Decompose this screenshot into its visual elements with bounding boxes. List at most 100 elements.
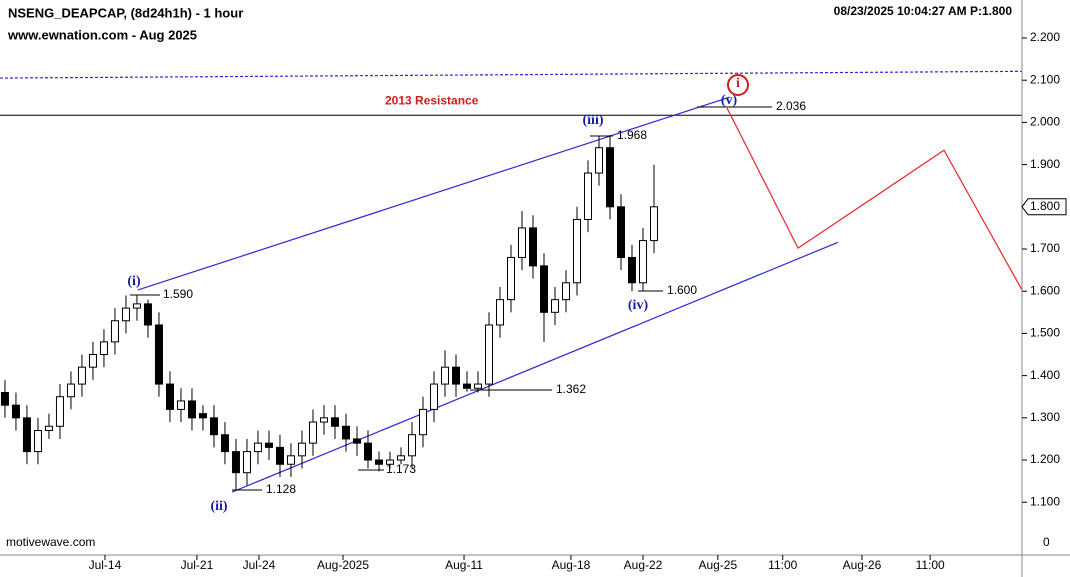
candle-body	[154, 324, 163, 385]
y-tick-label: 1.300	[1030, 410, 1060, 424]
candle-body	[88, 354, 97, 368]
candle-body	[330, 417, 339, 427]
y-tick-label: 1.500	[1030, 326, 1060, 340]
candle-body	[110, 320, 119, 343]
y-tick-label: 1.100	[1030, 494, 1060, 508]
candle-body	[462, 383, 471, 389]
x-tick-label: Aug-25	[698, 558, 737, 572]
price-note: 1.590	[163, 287, 193, 301]
wave-circle	[727, 74, 749, 96]
candle-body	[495, 299, 504, 326]
candle-body	[187, 400, 196, 419]
y-tick-label: 1.900	[1030, 157, 1060, 171]
candle-body	[639, 240, 648, 284]
x-tick-label: 11:00	[768, 558, 797, 572]
candle-body	[275, 446, 284, 465]
candle-body	[451, 366, 460, 385]
channel-line	[137, 96, 731, 291]
candle-body	[341, 425, 350, 440]
y-tick-label: 1.600	[1030, 283, 1060, 297]
price-note: 1.362	[556, 382, 586, 396]
y-tick-label: 1.400	[1030, 368, 1060, 382]
candle-body	[176, 400, 185, 410]
candle-body	[507, 256, 515, 301]
wave-label: (iii)	[583, 113, 604, 128]
x-tick-label: Jul-21	[181, 558, 214, 572]
resistance-label: 2013 Resistance	[385, 93, 479, 107]
candle-body	[484, 324, 493, 385]
candle-body	[66, 383, 75, 398]
candle-body	[253, 442, 262, 453]
y-tick-label: 1.700	[1030, 241, 1060, 255]
price-note: 1.128	[266, 482, 296, 496]
candle-body	[473, 383, 482, 389]
plot-area: 2013 Resistance 1.590 1.128 1.173 1.362 1.968…	[0, 70, 1023, 514]
candle-body	[606, 147, 615, 208]
candle-body	[319, 417, 328, 423]
candle-body	[22, 417, 31, 453]
y-tick-label: 2.100	[1030, 72, 1060, 86]
candle-body	[264, 442, 273, 448]
candle-body	[440, 366, 449, 385]
candle-body	[55, 396, 64, 427]
volume-axis-label: 0	[1043, 535, 1050, 549]
candle-body	[617, 206, 626, 258]
price-note: 1.173	[386, 462, 416, 476]
chart-subtitle: www.ewnation.com - Aug 2025	[7, 27, 197, 42]
candle-body	[518, 227, 527, 258]
x-tick-label: Aug-26	[843, 558, 882, 572]
x-tick-label: Aug-18	[552, 558, 591, 572]
candle-body	[11, 404, 20, 419]
candle-body	[418, 408, 427, 436]
candle-body	[407, 434, 416, 457]
candle-body	[429, 383, 438, 410]
candle-body	[0, 392, 9, 406]
projection-line	[726, 107, 1023, 291]
price-note: 1.600	[667, 283, 697, 297]
wave-label: (v)	[721, 93, 738, 108]
x-tick-label: Aug-2025	[317, 558, 369, 572]
wave-label: (iv)	[628, 298, 649, 313]
wave-label: (i)	[127, 274, 141, 289]
timestamp: 08/23/2025 10:04:27 AM P:1.800	[834, 4, 1013, 18]
candle-body	[573, 218, 582, 284]
watermark: motivewave.com	[6, 535, 95, 549]
candle-body	[595, 147, 604, 174]
candle-body	[44, 425, 53, 431]
candle-body	[551, 299, 560, 313]
candle-body	[650, 206, 659, 242]
current-price-marker	[1021, 198, 1067, 216]
wave-label: i	[736, 76, 740, 91]
candle-body	[121, 307, 130, 322]
candle-body	[209, 417, 218, 436]
candle-body	[562, 282, 571, 301]
candle-body	[374, 459, 383, 465]
candle-body	[165, 383, 174, 410]
candle-body	[584, 172, 593, 220]
x-tick-label: Jul-24	[243, 558, 276, 572]
candle-body	[286, 455, 295, 465]
candle-body	[297, 442, 306, 457]
y-tick-label: 2.000	[1030, 115, 1060, 129]
current-price-label: 1.800	[1030, 199, 1060, 213]
candle-body	[231, 451, 240, 474]
candle-body	[529, 227, 538, 267]
y-tick-label: 2.200	[1030, 30, 1060, 44]
channel-line	[231, 241, 839, 493]
candle-body	[220, 434, 229, 453]
candle-body	[385, 459, 394, 465]
candle-body	[77, 366, 86, 385]
wave-label: (ii)	[210, 499, 227, 514]
dashed-line	[0, 70, 1023, 79]
candle-body	[352, 438, 361, 444]
price-note: 2.036	[776, 99, 806, 113]
candle-body	[540, 265, 549, 313]
candle-body	[132, 303, 141, 309]
candle-body	[143, 303, 152, 326]
x-tick-label: Aug-11	[445, 558, 483, 572]
x-tick-label: Jul-14	[89, 558, 122, 572]
candle-body	[363, 442, 372, 461]
candle-body	[308, 421, 317, 444]
